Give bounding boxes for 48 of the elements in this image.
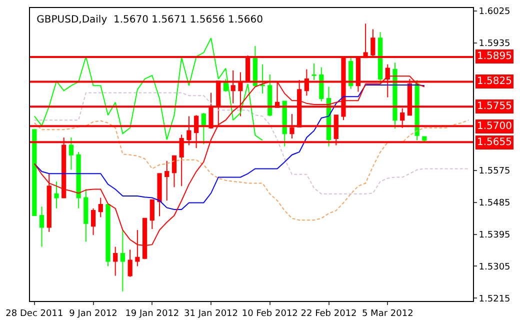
x-tick-label: 28 Dec 2011: [6, 308, 64, 319]
ref-line-label: 1.5700: [477, 121, 512, 132]
line-series: [34, 92, 470, 194]
line-series: [34, 38, 264, 141]
x-tick-label: 10 Feb 2012: [242, 308, 298, 319]
x-tick-label: 5 Mar 2012: [362, 308, 414, 319]
candlestick: [113, 246, 118, 276]
candlestick: [201, 112, 206, 145]
y-tick-label: 1.5575: [478, 166, 510, 177]
candlestick: [319, 66, 324, 102]
candlestick: [422, 136, 427, 142]
candlestick: [106, 204, 110, 267]
candlestick: [39, 206, 44, 248]
candlestick: [348, 56, 354, 90]
candlestick: [312, 62, 316, 81]
x-tick-label: 9 Jan 2012: [69, 308, 118, 319]
candlestick: [172, 155, 177, 188]
x-tick-label: 19 Jan 2012: [125, 308, 180, 319]
line-series: [34, 120, 470, 221]
y-tick-label: 1.5215: [478, 294, 510, 304]
text: GBPUSD,Daily 1.5670 1.5671 1.5656 1.5660: [36, 14, 263, 26]
y-tick-label: 1.5935: [478, 38, 510, 49]
candlestick: [46, 173, 52, 232]
candlestick: [268, 74, 272, 117]
ref-line-label: 1.5825: [477, 76, 512, 87]
line-series: [34, 84, 425, 210]
ref-line-label: 1.5895: [477, 51, 512, 62]
candlestick: [157, 173, 162, 217]
y-tick-label: 1.5485: [478, 198, 510, 209]
ref-line-label: 1.5755: [477, 101, 512, 112]
candlestick: [98, 197, 103, 218]
candlestick: [164, 160, 170, 202]
candlestick: [68, 136, 74, 170]
candlestick: [84, 188, 88, 242]
x-tick-label: 22 Feb 2012: [300, 308, 357, 319]
candlestick: [128, 249, 132, 278]
y-tick-label: 1.6025: [478, 6, 510, 17]
candlestick: [120, 230, 126, 292]
candlestick: [54, 180, 59, 209]
candlestick: [260, 64, 265, 94]
y-tick-label: 1.5305: [478, 262, 510, 272]
candlestick: [32, 129, 37, 216]
ref-line-label: 1.5655: [477, 137, 512, 148]
x-tick-label: 31 Jan 2012: [184, 308, 238, 319]
y-tick-label: 1.5395: [478, 230, 510, 240]
candlestick: [76, 152, 81, 209]
candlestick: [90, 208, 96, 236]
candlestick: [150, 199, 154, 230]
